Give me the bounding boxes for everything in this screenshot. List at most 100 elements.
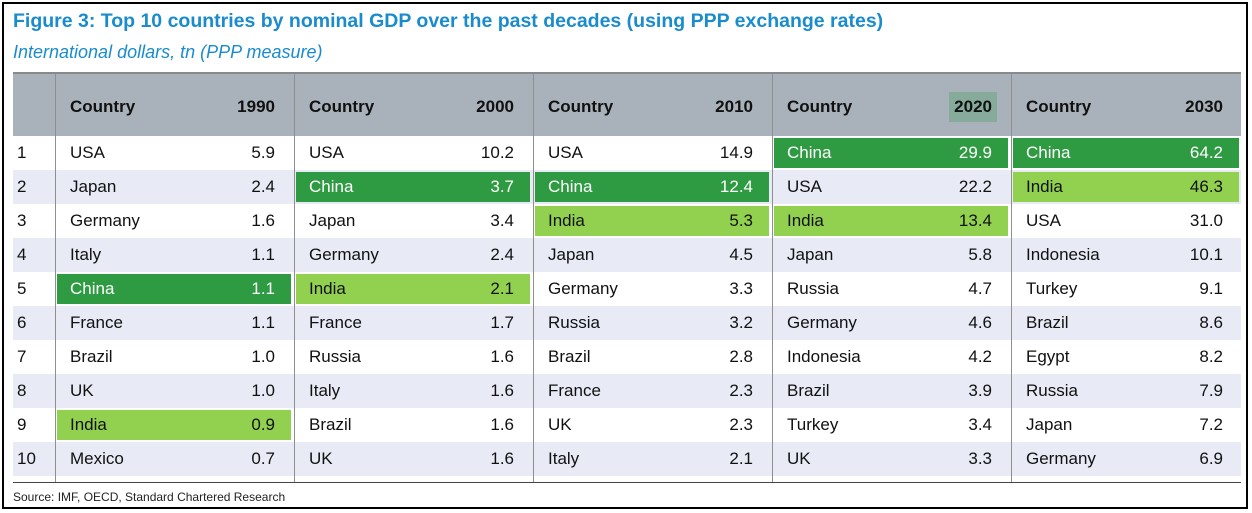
figure-title: Figure 3: Top 10 countries by nominal GD… bbox=[13, 10, 884, 32]
figure-subtitle: International dollars, tn (PPP measure) bbox=[13, 42, 323, 62]
value-cell: 3.9 bbox=[968, 381, 992, 400]
country-cell: China bbox=[309, 177, 354, 196]
highlight-bar-india bbox=[774, 206, 1008, 236]
country-cell: France bbox=[309, 313, 362, 332]
rank-label: 3 bbox=[17, 211, 27, 230]
bottom-rule bbox=[13, 482, 1241, 483]
rank-label: 5 bbox=[17, 279, 27, 298]
country-cell: Italy bbox=[309, 381, 341, 400]
value-cell: 7.2 bbox=[1199, 415, 1223, 434]
rank-label: 10 bbox=[17, 449, 36, 468]
highlight-bar-india bbox=[1013, 172, 1239, 202]
country-cell: Mexico bbox=[70, 449, 124, 468]
highlight-bar-india bbox=[535, 206, 769, 236]
country-cell: France bbox=[548, 381, 601, 400]
year-column-header-2020: 2020 bbox=[949, 92, 997, 122]
country-cell: Italy bbox=[70, 245, 102, 264]
top-rule bbox=[13, 72, 1241, 74]
rank-label: 4 bbox=[17, 245, 27, 264]
country-cell: India bbox=[70, 415, 107, 434]
country-column-header: Country bbox=[548, 97, 614, 116]
country-cell: Japan bbox=[70, 177, 117, 196]
value-cell: 3.2 bbox=[729, 313, 753, 332]
country-cell: Italy bbox=[548, 449, 580, 468]
country-column-header: Country bbox=[787, 97, 853, 116]
value-cell: 1.6 bbox=[490, 449, 514, 468]
value-cell: 0.9 bbox=[251, 415, 275, 434]
column-separator bbox=[772, 74, 773, 482]
year-column-header-2010: 2010 bbox=[715, 97, 753, 116]
table-header-bg bbox=[13, 74, 1241, 136]
value-cell: 8.6 bbox=[1199, 313, 1223, 332]
country-cell: China bbox=[787, 143, 832, 162]
country-cell: UK bbox=[70, 381, 94, 400]
country-cell: India bbox=[787, 211, 824, 230]
value-cell: 2.8 bbox=[729, 347, 753, 366]
source-note: Source: IMF, OECD, Standard Chartered Re… bbox=[13, 490, 286, 504]
value-cell: 4.6 bbox=[968, 313, 992, 332]
value-cell: 2.1 bbox=[729, 449, 753, 468]
highlight-bar-china bbox=[57, 274, 291, 304]
value-cell: 4.7 bbox=[968, 279, 992, 298]
value-cell: 2.1 bbox=[490, 279, 514, 298]
value-cell: 6.9 bbox=[1199, 449, 1223, 468]
value-cell: 1.6 bbox=[490, 381, 514, 400]
table-row-bg bbox=[13, 442, 1241, 476]
value-cell: 13.4 bbox=[958, 211, 992, 230]
value-cell: 22.2 bbox=[958, 177, 992, 196]
country-cell: Japan bbox=[787, 245, 834, 264]
value-cell: 2.3 bbox=[729, 415, 753, 434]
country-cell: Indonesia bbox=[1026, 245, 1100, 264]
country-cell: USA bbox=[787, 177, 822, 196]
table-row-bg bbox=[13, 306, 1241, 340]
value-cell: 1.6 bbox=[490, 415, 514, 434]
country-cell: Germany bbox=[1026, 449, 1096, 468]
rank-label: 6 bbox=[17, 313, 27, 332]
highlight-bar-china bbox=[1013, 138, 1239, 168]
country-cell: India bbox=[309, 279, 346, 298]
year-column-header-2030: 2030 bbox=[1185, 97, 1223, 116]
country-cell: Egypt bbox=[1026, 347, 1070, 366]
value-cell: 1.6 bbox=[490, 347, 514, 366]
country-cell: USA bbox=[1026, 211, 1061, 230]
highlight-bar-india bbox=[57, 410, 291, 440]
value-cell: 3.4 bbox=[968, 415, 992, 434]
rank-label: 1 bbox=[17, 143, 27, 162]
value-cell: 10.2 bbox=[480, 143, 514, 162]
value-cell: 1.1 bbox=[251, 279, 275, 298]
country-cell: India bbox=[1026, 177, 1063, 196]
table-row-bg bbox=[13, 238, 1241, 272]
country-cell: Russia bbox=[548, 313, 600, 332]
country-cell: Germany bbox=[309, 245, 379, 264]
value-cell: 1.1 bbox=[251, 245, 275, 264]
country-cell: Turkey bbox=[787, 415, 839, 434]
rank-label: 7 bbox=[17, 347, 27, 366]
country-cell: UK bbox=[787, 449, 811, 468]
value-cell: 5.8 bbox=[968, 245, 992, 264]
value-cell: 2.3 bbox=[729, 381, 753, 400]
value-cell: 3.3 bbox=[968, 449, 992, 468]
country-cell: Japan bbox=[309, 211, 356, 230]
column-separator bbox=[55, 74, 56, 482]
country-cell: Japan bbox=[1026, 415, 1073, 434]
country-cell: UK bbox=[309, 449, 333, 468]
value-cell: 46.3 bbox=[1189, 177, 1223, 196]
value-cell: 8.2 bbox=[1199, 347, 1223, 366]
value-cell: 31.0 bbox=[1189, 211, 1223, 230]
country-column-header: Country bbox=[70, 97, 136, 116]
country-cell: Turkey bbox=[1026, 279, 1078, 298]
rank-label: 8 bbox=[17, 381, 27, 400]
value-cell: 14.9 bbox=[719, 143, 753, 162]
value-cell: 3.3 bbox=[729, 279, 753, 298]
country-cell: Brazil bbox=[548, 347, 591, 366]
rank-label: 2 bbox=[17, 177, 27, 196]
value-cell: 2.4 bbox=[490, 245, 514, 264]
column-separator bbox=[294, 74, 295, 482]
value-cell: 1.0 bbox=[251, 381, 275, 400]
country-cell: China bbox=[1026, 143, 1071, 162]
country-cell: USA bbox=[548, 143, 583, 162]
highlight-bar-china bbox=[774, 138, 1008, 168]
value-cell: 1.6 bbox=[251, 211, 275, 230]
value-cell: 4.2 bbox=[968, 347, 992, 366]
